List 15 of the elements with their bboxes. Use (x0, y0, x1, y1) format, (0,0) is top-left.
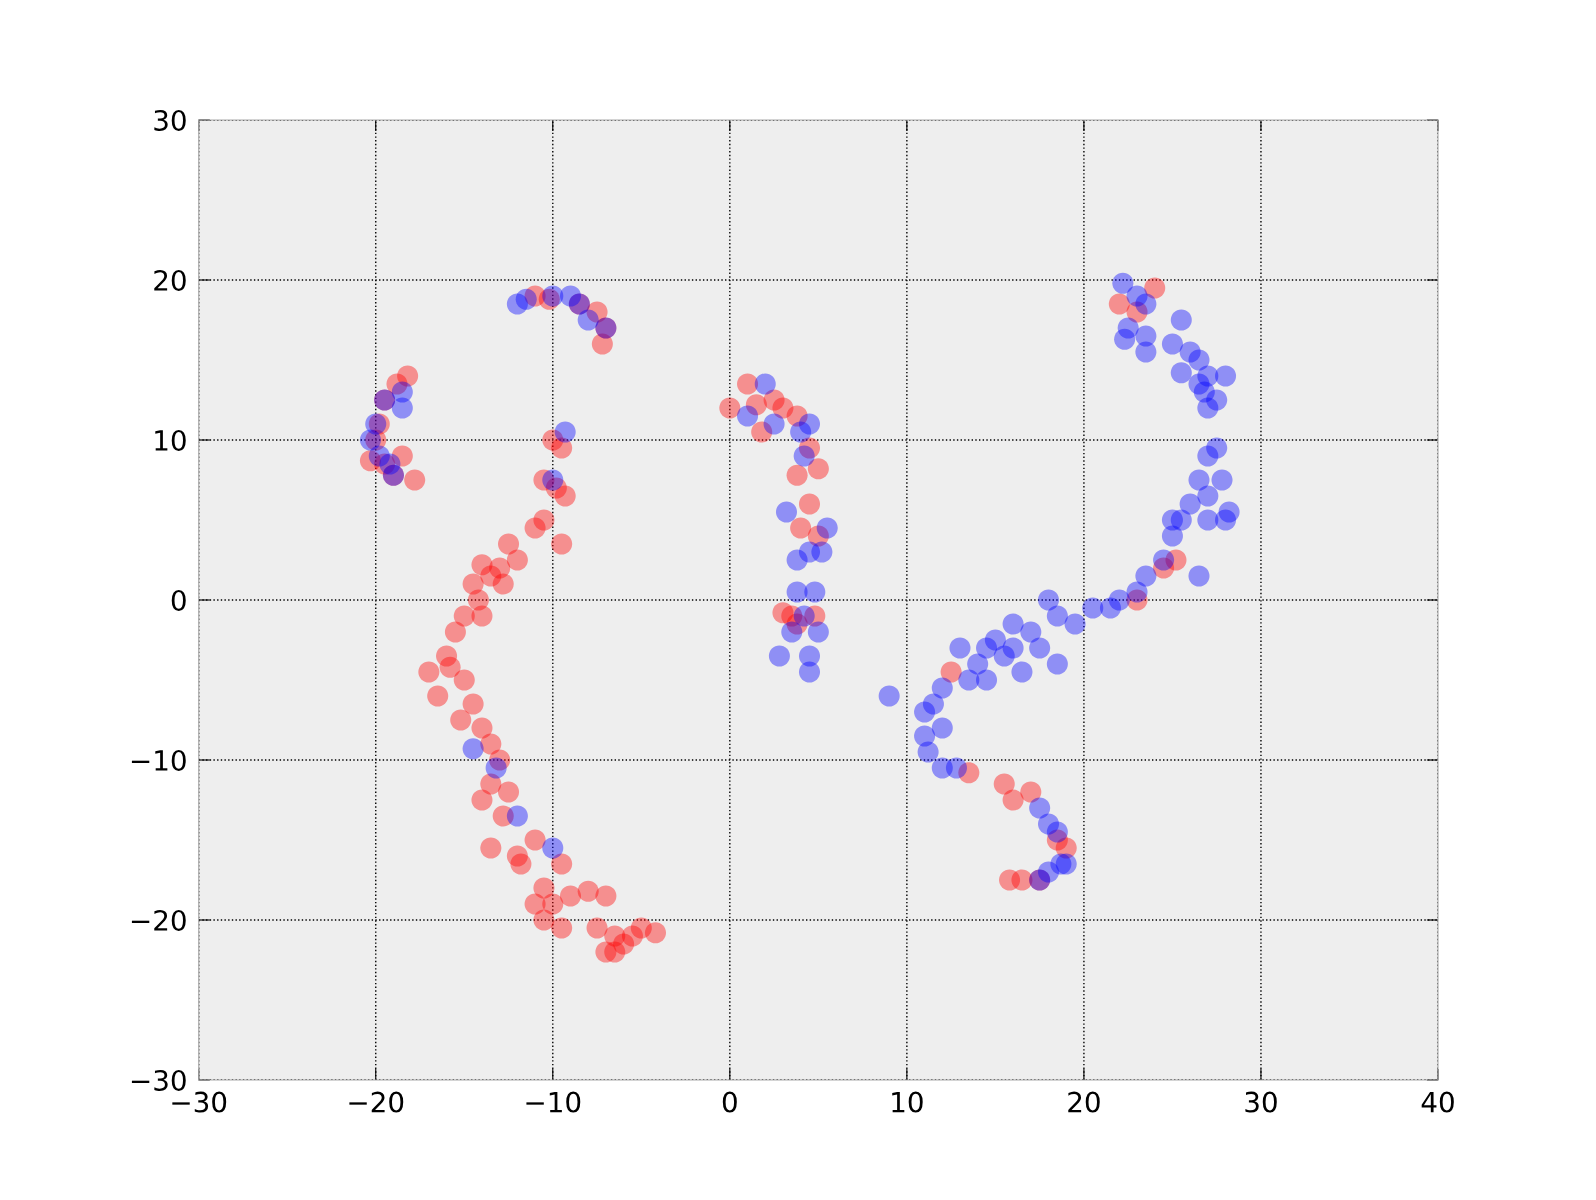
x-tick-label: 40 (1421, 1091, 1454, 1113)
x-tick-label: −30 (172, 1091, 227, 1113)
y-tick-label: −10 (131, 749, 186, 771)
y-tick-label: 10 (155, 429, 186, 451)
y-tick-label: 20 (154, 269, 186, 291)
x-tick-label: 10 (892, 1091, 923, 1113)
x-tick-label: 30 (1245, 1091, 1277, 1113)
y-tick-label: −30 (131, 1069, 186, 1091)
x-tick-label: −20 (349, 1091, 404, 1113)
y-tick-label: 30 (154, 109, 186, 131)
x-tick-label: 0 (722, 1091, 737, 1113)
y-tick-label: 0 (171, 589, 186, 611)
x-tick-label: −10 (526, 1091, 581, 1113)
y-tick-label: −20 (131, 909, 186, 931)
x-tick-label: 20 (1068, 1091, 1100, 1113)
